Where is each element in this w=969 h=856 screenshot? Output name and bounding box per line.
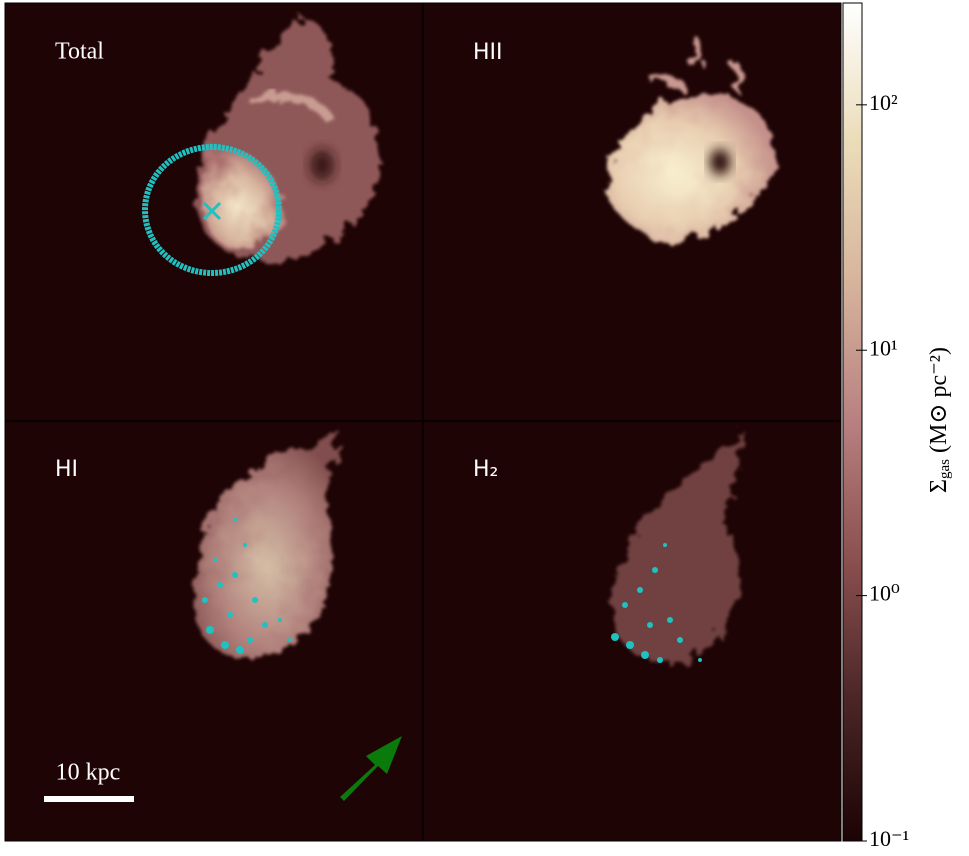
ring (142, 144, 282, 276)
colorbar-label-unit: (M⊙ pc⁻²) (926, 347, 952, 453)
colorbar-label-symbol: Σ (926, 479, 952, 493)
colorbar-tick-label: 10¹ (869, 335, 898, 360)
colorbar-label-subscript: gas (937, 459, 953, 479)
colorbar (842, 2, 863, 842)
hi-points (202, 518, 292, 654)
colorbar-tick-label: 10⁰ (869, 581, 900, 606)
panel-hi (194, 430, 340, 659)
colorbar-tick-label: 10² (869, 90, 898, 115)
panel-total (142, 15, 381, 276)
colorbar-tick-label: 10⁻¹ (869, 826, 909, 851)
scale-bar (44, 796, 134, 802)
panel-label: Total (55, 39, 104, 65)
center-marker (202, 201, 222, 221)
colorbar-label: Σgas (M⊙ pc⁻²) (926, 347, 954, 493)
scale-bar-label: 10 kpc (56, 760, 121, 786)
panel-hii (607, 32, 776, 241)
panel-frame (4, 2, 842, 842)
panel-label: H₂ (473, 457, 498, 482)
panel-label: HI (55, 457, 78, 482)
panel-label: HII (473, 40, 503, 65)
direction-arrow (340, 736, 402, 801)
panel-h2 (611, 430, 745, 664)
h2-points (611, 543, 702, 663)
